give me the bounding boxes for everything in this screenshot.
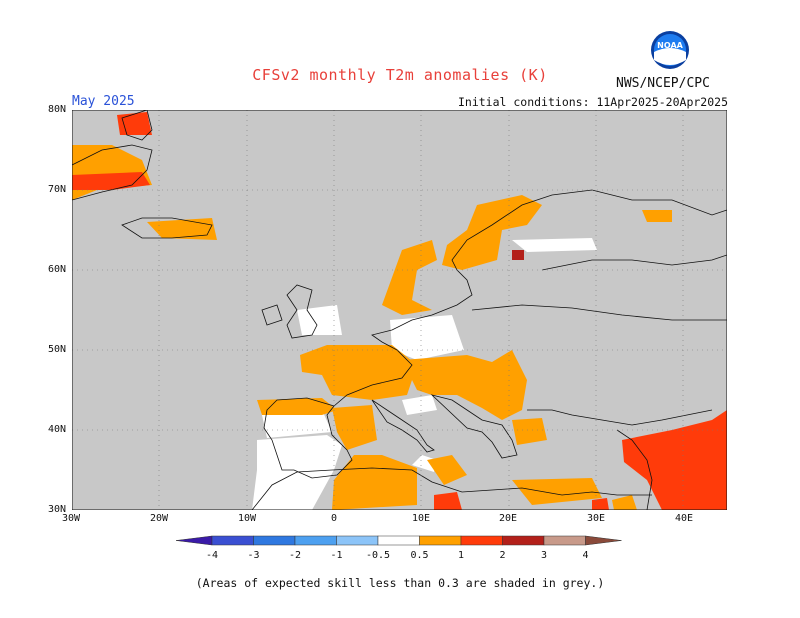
legend-box (419, 535, 462, 546)
legend-tick-label: 2 (499, 550, 505, 561)
legend-arrow-high (585, 535, 622, 546)
graticule (72, 110, 727, 510)
legend-box (294, 535, 337, 546)
legend-box (377, 535, 420, 546)
legend-tick-label: 0.5 (410, 550, 428, 561)
anomaly-map (72, 110, 727, 510)
near-normal-areas (252, 238, 597, 510)
legend-tick-label: -3 (247, 550, 259, 561)
color-legend: -4 -3 -2 -1 -0.5 0.5 1 2 3 4 (175, 535, 622, 561)
lon-label-20w: 20W (150, 513, 169, 524)
legend-tick-label: 4 (582, 550, 588, 561)
legend-box (211, 535, 254, 546)
lat-label-70n: 70N (48, 184, 67, 195)
color-legend-boxes (175, 535, 622, 546)
legend-box (502, 535, 545, 546)
legend-box (336, 535, 379, 546)
legend-tick-label: -1 (330, 550, 342, 561)
forecast-month: May 2025 (72, 94, 135, 109)
lat-label-80n: 80N (48, 104, 67, 115)
legend-arrow-low (175, 535, 213, 546)
lat-label-50n: 50N (48, 344, 67, 355)
anomaly-1-2-areas (72, 112, 727, 510)
map-title: CFSv2 monthly T2m anomalies (K) (252, 66, 548, 84)
lon-label-30w: 30W (62, 513, 81, 524)
legend-tick-label: -2 (289, 550, 301, 561)
anomaly-2-3-areas (512, 250, 524, 260)
initial-conditions: Initial conditions: 11Apr2025-20Apr2025 (457, 95, 728, 109)
svg-text:NOAA: NOAA (657, 41, 683, 50)
lat-label-30n: 30N (48, 504, 67, 515)
legend-box (543, 535, 586, 546)
lat-label-40n: 40N (48, 424, 67, 435)
agency-label: NWS/NCEP/CPC (616, 76, 710, 91)
lon-label-10e: 10E (412, 513, 431, 524)
legend-tick-label: -4 (206, 550, 218, 561)
legend-tick-label: -0.5 (366, 550, 390, 561)
legend-tick-label: 1 (458, 550, 464, 561)
skill-note: (Areas of expected skill less than 0.3 a… (195, 576, 605, 590)
legend-tick-label: 3 (541, 550, 547, 561)
color-legend-labels: -4 -3 -2 -1 -0.5 0.5 1 2 3 4 (206, 550, 589, 561)
noaa-logo: NOAA (651, 31, 689, 69)
lon-label-20e: 20E (499, 513, 518, 524)
legend-box (253, 535, 296, 546)
lon-label-0: 0 (331, 513, 338, 524)
lon-label-10w: 10W (238, 513, 257, 524)
legend-box (460, 535, 503, 546)
lon-label-40e: 40E (675, 513, 694, 524)
lat-label-60n: 60N (48, 264, 67, 275)
lon-label-30e: 30E (587, 513, 606, 524)
